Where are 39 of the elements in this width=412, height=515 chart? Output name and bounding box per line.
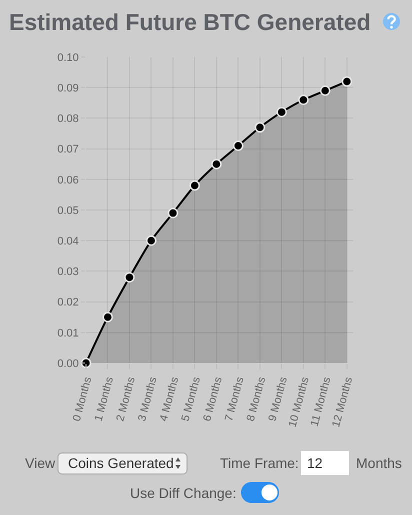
x-tick-label: 0 Months [70,375,94,423]
x-tick-label: 7 Months [223,375,247,423]
point [189,180,200,191]
x-tick-label: 1 Months [92,375,116,423]
text: Time Frame: [220,455,299,471]
y-tick-label: 0.00 [57,358,79,370]
y-tick-label: 0.09 [57,82,79,94]
point [211,158,222,170]
y-tick-label: 0.06 [57,174,79,186]
text: Coins Generated [68,455,174,471]
point [254,122,266,133]
point [102,312,113,322]
point [342,76,352,87]
text: Use Diff Change: [130,485,236,501]
text: View [25,455,56,471]
point [146,235,156,246]
text: 12 [307,455,323,471]
x-tick-label: 4 Months [158,375,182,423]
chart-title: Estimated Future BTC Generated [9,9,371,36]
x-tick-label: 3 Months [136,375,160,423]
point [232,140,244,151]
y-tick-label: 0.05 [57,204,79,217]
y-tick-label: 0.03 [57,266,79,278]
y-tick-label: 0.07 [57,144,79,156]
point [298,94,309,106]
y-tick-label: 0.01 [57,327,79,340]
y-tick-label: 0.08 [57,113,79,126]
x-tick-label: 6 Months [201,375,225,423]
point [168,208,178,218]
x-tick-label: 5 Months [180,375,204,423]
x-tick-label: 8 Months [244,375,268,423]
x-tick-label: 2 Months [114,375,138,423]
point [124,272,135,283]
y-tick-label: 0.02 [57,296,79,309]
point [320,85,330,96]
y-tick-label: 0.10 [57,52,79,64]
text: Months [356,455,402,471]
point [276,106,287,118]
y-tick-label: 0.04 [57,235,79,248]
